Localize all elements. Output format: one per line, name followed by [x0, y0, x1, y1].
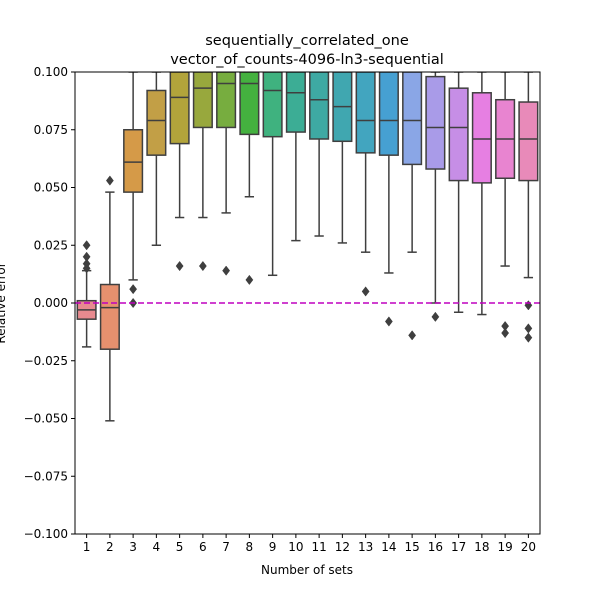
box-iqr	[518, 101, 539, 182]
outlier-point	[175, 260, 184, 272]
box-iqr	[169, 72, 190, 145]
outlier-point	[129, 284, 138, 295]
box-iqr	[402, 72, 423, 166]
box-1	[76, 240, 97, 348]
box-iqr	[448, 87, 469, 182]
x-axis: 1 2 3 4 5 6 7 8 9 10 11 12 13 14 15 16 17 18 19 20	[83, 534, 536, 554]
outlier-point	[82, 251, 91, 262]
outlier-point	[245, 274, 254, 285]
outlier-point	[431, 311, 440, 322]
box-iqr	[262, 72, 283, 138]
y-tick-label: −0.050	[24, 412, 68, 426]
x-tick-label: 10	[288, 540, 303, 554]
box-iqr	[146, 89, 167, 156]
outlier-point	[361, 286, 370, 297]
box-4	[146, 72, 167, 246]
box-iqr	[192, 72, 213, 129]
y-tick-label: −0.075	[24, 469, 68, 483]
box-18	[471, 72, 492, 316]
box-iqr	[471, 92, 492, 184]
x-tick-label: 11	[311, 540, 326, 554]
box-8	[239, 72, 260, 285]
outlier-point	[82, 258, 91, 269]
x-tick-label: 1	[83, 540, 91, 554]
x-tick-label: 8	[246, 540, 254, 554]
plot-frame	[74, 71, 541, 535]
x-tick-label: 19	[497, 540, 512, 554]
y-axis-label: Relative error	[0, 262, 8, 343]
x-tick-label: 6	[199, 540, 207, 554]
outlier-point	[524, 332, 533, 343]
outlier-point	[222, 265, 231, 276]
x-tick-label: 9	[269, 540, 277, 554]
x-tick-label: 15	[404, 540, 419, 554]
x-tick-label: 18	[474, 540, 489, 554]
box-3	[123, 72, 144, 309]
x-tick-label: 4	[153, 540, 161, 554]
box-16	[425, 72, 446, 322]
y-tick-label: 0.025	[34, 238, 68, 252]
y-tick-label: −0.100	[24, 527, 68, 541]
box-iqr	[216, 72, 237, 129]
y-tick-label: 0.100	[34, 65, 68, 79]
outlier-point	[408, 330, 417, 341]
box-iqr	[355, 72, 376, 154]
box-14	[378, 72, 399, 327]
box-9	[262, 72, 283, 277]
box-5	[169, 72, 190, 272]
box-13	[355, 72, 376, 297]
box-11	[309, 72, 330, 237]
y-tick-label: −0.025	[24, 354, 68, 368]
box-iqr	[123, 129, 144, 193]
x-tick-label: 3	[129, 540, 137, 554]
x-axis-label: Number of sets	[261, 563, 353, 577]
x-tick-label: 13	[358, 540, 373, 554]
x-tick-label: 2	[106, 540, 114, 554]
outlier-point	[524, 323, 533, 334]
x-tick-label: 7	[222, 540, 230, 554]
x-tick-label: 20	[521, 540, 536, 554]
box-iqr	[239, 72, 260, 136]
box-iqr	[309, 72, 330, 140]
box-7	[216, 72, 237, 276]
outlier-point	[105, 175, 114, 186]
box-10	[285, 72, 306, 242]
x-tick-label: 5	[176, 540, 184, 554]
box-19	[495, 72, 516, 339]
x-tick-label: 14	[381, 540, 396, 554]
box-iqr	[378, 72, 399, 156]
box-12	[332, 72, 353, 244]
y-tick-label: 0.075	[34, 123, 68, 137]
box-iqr	[425, 75, 446, 170]
boxes-layer	[76, 72, 539, 422]
chart-title-line-1: sequentially_correlated_one	[205, 33, 409, 49]
y-tick-label: 0.000	[34, 296, 68, 310]
y-axis: −0.100 −0.075 −0.050 −0.025 0.000 0.025 0.050 0…	[24, 65, 75, 541]
y-tick-label: 0.050	[34, 181, 68, 195]
box-iqr	[285, 72, 306, 133]
box-6	[192, 72, 213, 272]
x-tick-label: 17	[451, 540, 466, 554]
box-15	[402, 72, 423, 341]
outlier-point	[198, 260, 207, 272]
x-tick-label: 12	[335, 540, 350, 554]
box-20	[518, 72, 539, 343]
chart-title-line-2: vector_of_counts-4096-ln3-sequential	[170, 52, 444, 68]
x-tick-label: 16	[428, 540, 443, 554]
outlier-point	[524, 300, 533, 311]
box-17	[448, 72, 469, 313]
box-iqr	[99, 283, 120, 350]
outlier-point	[384, 316, 393, 327]
box-2	[99, 175, 120, 422]
outlier-point	[501, 327, 510, 339]
outlier-point	[82, 240, 91, 251]
